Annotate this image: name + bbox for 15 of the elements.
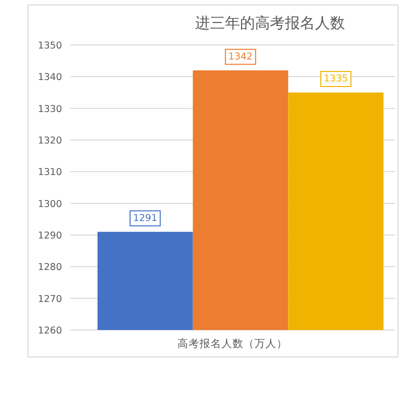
y-tick-label: 1300: [38, 198, 62, 210]
y-tick-label: 1270: [38, 294, 62, 305]
data-label: 1342: [228, 51, 253, 62]
y-tick-label: 1290: [38, 230, 62, 242]
x-tick-label: 高考报名人数（万人）: [178, 337, 288, 350]
y-tick-label: 1310: [38, 167, 62, 178]
y-tick-label: 1350: [38, 40, 62, 52]
y-tick-label: 1320: [38, 136, 62, 146]
y-tick-label: 1280: [38, 262, 62, 274]
chart-title: 进三年的高考报名人数: [195, 14, 345, 32]
data-label: 1291: [133, 212, 158, 224]
y-tick-label: 1340: [38, 72, 62, 84]
y-tick-label: 1260: [38, 326, 62, 336]
data-label: 1335: [324, 74, 348, 84]
y-tick-label: 1330: [38, 104, 62, 115]
